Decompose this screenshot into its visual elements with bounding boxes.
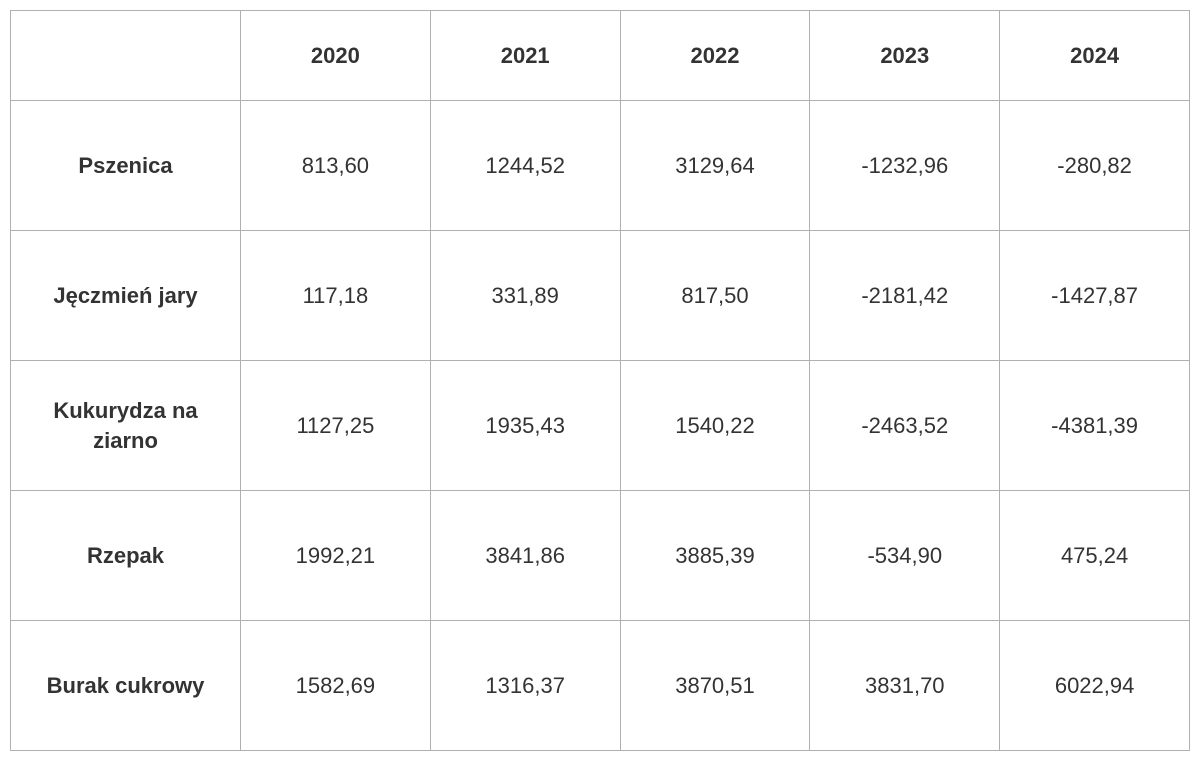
table-cell: 331,89 [430, 231, 620, 361]
table-cell: 1540,22 [620, 361, 810, 491]
table-cell: 117,18 [241, 231, 431, 361]
table-row: Jęczmień jary 117,18 331,89 817,50 -2181… [11, 231, 1190, 361]
data-table: 2020 2021 2022 2023 2024 Pszenica 813,60… [10, 10, 1190, 751]
table-cell: 6022,94 [1000, 621, 1190, 751]
table-cell: -280,82 [1000, 101, 1190, 231]
column-header-2022: 2022 [620, 11, 810, 101]
table-row: Rzepak 1992,21 3841,86 3885,39 -534,90 4… [11, 491, 1190, 621]
column-header-2023: 2023 [810, 11, 1000, 101]
row-label: Pszenica [11, 101, 241, 231]
row-label: Rzepak [11, 491, 241, 621]
column-header-2020: 2020 [241, 11, 431, 101]
row-label: Kukurydza na ziarno [11, 361, 241, 491]
table-cell: 3831,70 [810, 621, 1000, 751]
column-header-empty [11, 11, 241, 101]
table-cell: 1935,43 [430, 361, 620, 491]
column-header-2024: 2024 [1000, 11, 1190, 101]
table-cell: 1244,52 [430, 101, 620, 231]
table-cell: 817,50 [620, 231, 810, 361]
table-cell: -2463,52 [810, 361, 1000, 491]
table-cell: 3885,39 [620, 491, 810, 621]
column-header-2021: 2021 [430, 11, 620, 101]
table-cell: 1127,25 [241, 361, 431, 491]
table-cell: -4381,39 [1000, 361, 1190, 491]
table-header-row: 2020 2021 2022 2023 2024 [11, 11, 1190, 101]
table-cell: 3129,64 [620, 101, 810, 231]
table-cell: -1232,96 [810, 101, 1000, 231]
table-cell: 1992,21 [241, 491, 431, 621]
table-cell: 813,60 [241, 101, 431, 231]
table-cell: 475,24 [1000, 491, 1190, 621]
table-cell: 3870,51 [620, 621, 810, 751]
table-cell: 1316,37 [430, 621, 620, 751]
table-cell: -534,90 [810, 491, 1000, 621]
table-cell: -1427,87 [1000, 231, 1190, 361]
table-cell: 3841,86 [430, 491, 620, 621]
table-cell: -2181,42 [810, 231, 1000, 361]
table-row: Pszenica 813,60 1244,52 3129,64 -1232,96… [11, 101, 1190, 231]
table-row: Kukurydza na ziarno 1127,25 1935,43 1540… [11, 361, 1190, 491]
table-cell: 1582,69 [241, 621, 431, 751]
row-label: Jęczmień jary [11, 231, 241, 361]
table-row: Burak cukrowy 1582,69 1316,37 3870,51 38… [11, 621, 1190, 751]
row-label: Burak cukrowy [11, 621, 241, 751]
